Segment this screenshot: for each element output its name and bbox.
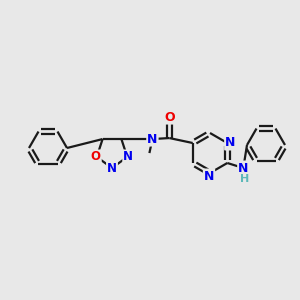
Text: H: H	[240, 174, 249, 184]
Text: O: O	[91, 150, 101, 164]
Text: N: N	[107, 163, 117, 176]
Text: N: N	[123, 150, 133, 164]
Text: O: O	[164, 111, 175, 124]
Text: N: N	[238, 161, 248, 175]
Text: N: N	[204, 169, 214, 182]
Text: N: N	[225, 136, 236, 149]
Text: N: N	[147, 133, 158, 146]
